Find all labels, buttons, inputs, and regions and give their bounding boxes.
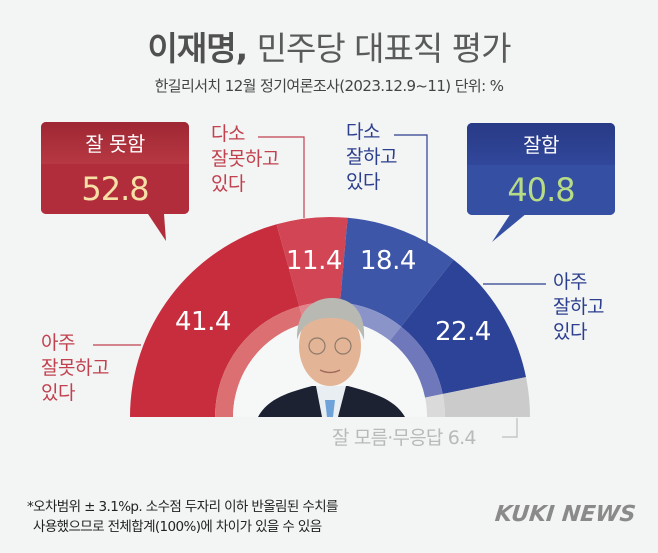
footnote-line-2: 사용했으므로 전체합계(100%)에 차이가 있을 수 있음: [33, 519, 322, 535]
label-line: 아주: [41, 332, 75, 354]
callout-positive: 잘함 40.8: [467, 123, 615, 215]
label-line: 잘하고: [553, 296, 604, 318]
callout-negative-value: 52.8: [41, 164, 189, 214]
callout-positive-tail: [492, 213, 527, 242]
label-line: 잘하고: [346, 146, 397, 168]
label-line: 다소: [211, 123, 245, 145]
title-name: 이재명,: [147, 29, 249, 68]
leader-somewhat-good: [394, 134, 428, 243]
segment-very-good: [401, 259, 526, 394]
label-line: 있다: [41, 382, 75, 404]
label-line: 잘못하고: [211, 148, 279, 170]
footnote: *오차범위 ± 3.1%p. 소수점 두자리 이하 반올림된 수치를 사용했으므…: [27, 497, 338, 537]
ring-dont-know: [425, 394, 446, 417]
segment-somewhat-bad: [276, 217, 348, 307]
ring-very-good: [389, 326, 443, 398]
title-rest: 민주당 대표직 평가: [247, 29, 512, 68]
leader-somewhat-bad: [258, 136, 305, 218]
chart-subtitle: 한길리서치 12월 정기여론조사(2023.12.9~11) 단위: %: [154, 77, 504, 95]
callout-negative-tail: [148, 214, 166, 241]
label-line: 있다: [553, 321, 587, 343]
label-somewhat-good: 다소 잘하고 있다: [346, 120, 397, 195]
ring-very-bad: [215, 306, 305, 417]
chart-title: 이재명, 민주당 대표직 평가: [0, 22, 658, 70]
portrait-photo: [258, 298, 405, 417]
label-somewhat-bad: 다소 잘못하고 있다: [211, 122, 279, 197]
leader-dont-know: [502, 418, 518, 438]
callout-negative: 잘 못함 52.8: [41, 122, 189, 214]
footnote-line-1: *오차범위 ± 3.1%p. 소수점 두자리 이하 반올림된 수치를: [27, 499, 338, 515]
value-very-bad: 41.4: [175, 307, 231, 337]
label-line: 잘못하고: [41, 357, 109, 379]
kuki-news-logo: KUKI NEWS: [493, 502, 637, 527]
label-dont-know: 잘 모름·무응답 6.4: [332, 427, 476, 449]
label-very-good: 아주 잘하고 있다: [553, 270, 604, 345]
segment-dont-know: [442, 377, 530, 417]
label-line: 다소: [346, 121, 380, 143]
value-very-good: 22.4: [435, 317, 491, 347]
label-line: 있다: [211, 173, 245, 195]
segment-very-bad: [130, 224, 300, 417]
label-very-bad: 아주 잘못하고 있다: [41, 331, 109, 406]
callout-positive-label: 잘함: [467, 123, 615, 165]
callout-negative-label: 잘 못함: [41, 122, 189, 164]
callout-positive-value: 40.8: [467, 165, 615, 215]
label-line: 아주: [553, 271, 587, 293]
value-somewhat-bad: 11.4: [286, 246, 342, 276]
segment-somewhat-good: [340, 217, 454, 327]
label-line: 있다: [346, 171, 380, 193]
value-somewhat-good: 18.4: [360, 246, 416, 276]
